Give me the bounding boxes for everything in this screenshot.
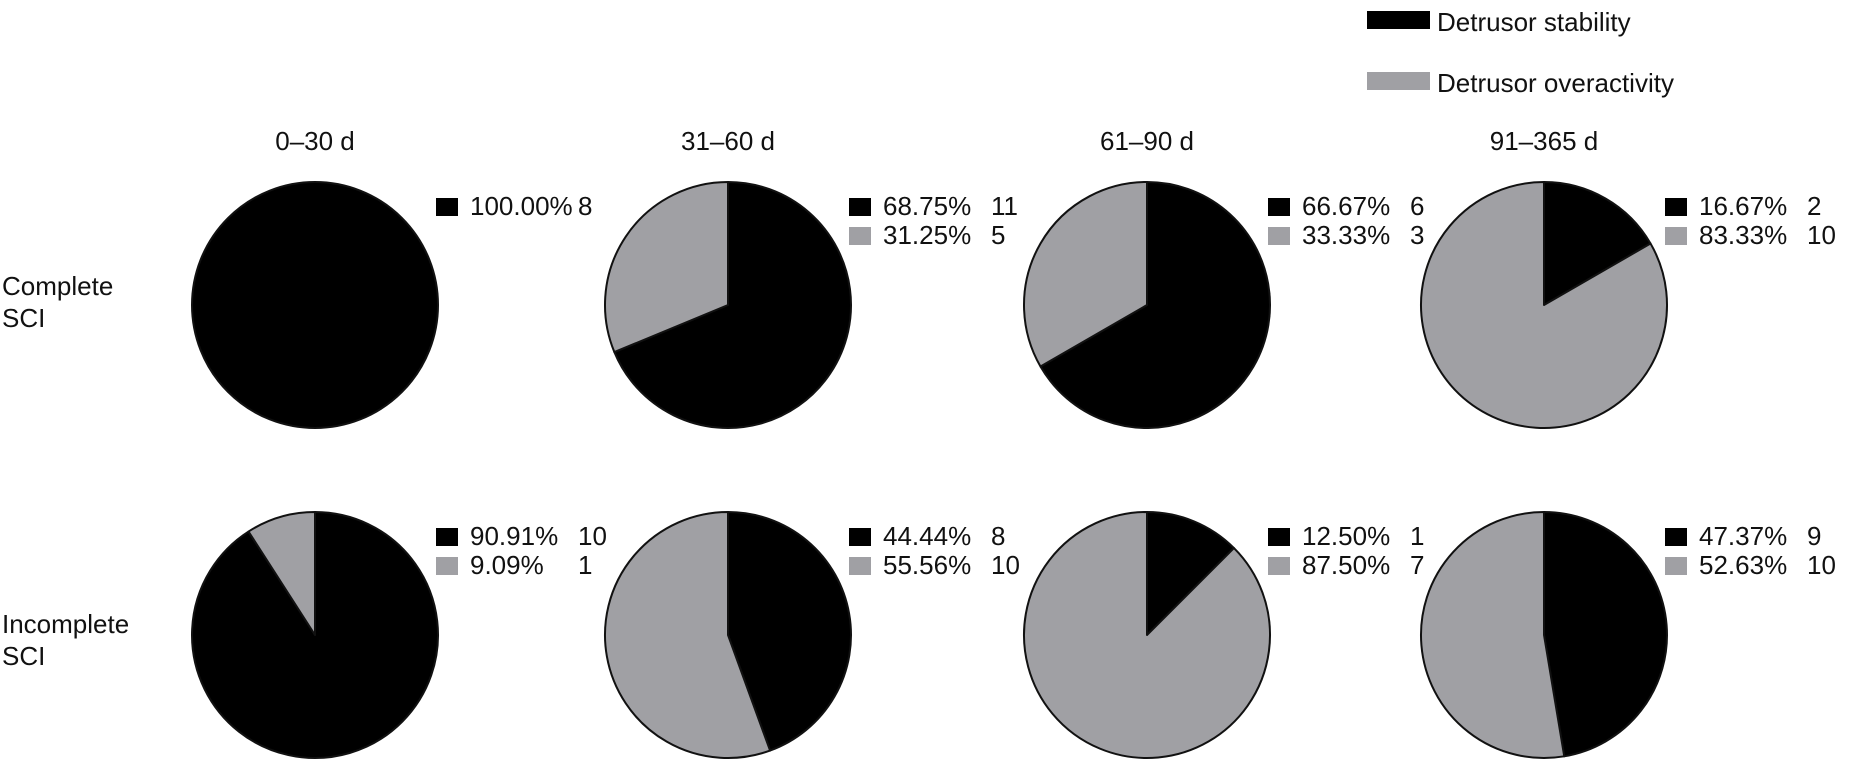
pie-percent-label-overactivity-r1-c1: 55.56%	[883, 550, 971, 580]
pie-legend-swatch-stability-r1-c0	[436, 528, 458, 546]
pie-slice-stability-r1-c1	[727, 511, 852, 752]
pie-panel-r0-c3: 16.67% 2 83.33% 10	[1419, 181, 1836, 429]
pie-legend-swatch-stability-r0-c2	[1268, 198, 1290, 216]
pie-legend-swatch-stability-r0-c0	[436, 198, 458, 216]
pie-panel-r1-c2: 12.50% 1 87.50% 7	[1022, 511, 1424, 759]
pie-legend-swatch-stability-r1-c3	[1665, 528, 1687, 546]
pie-legend-swatch-overactivity-r0-c1	[849, 227, 871, 245]
row-label-0-line-0: Complete	[2, 271, 113, 301]
row-label-1-line-0: Incomplete	[2, 609, 129, 639]
pie-percent-label-stability-r0-c3: 16.67%	[1699, 191, 1787, 221]
pie-slice-overactivity-r1-c3	[1420, 511, 1566, 759]
pie-slice-stability-r1-c2	[1146, 511, 1235, 636]
pie-count-label-stability-r0-c2: 6	[1410, 191, 1424, 221]
pie-legend-swatch-overactivity-r1-c3	[1665, 557, 1687, 575]
pie-legend-swatch-stability-r0-c3	[1665, 198, 1687, 216]
pie-count-label-overactivity-r1-c1: 10	[991, 550, 1020, 580]
pie-slice-stability-r0-c3	[1543, 181, 1652, 306]
pie-percent-label-overactivity-r1-c3: 52.63%	[1699, 550, 1787, 580]
column-header-1: 31–60 d	[681, 126, 775, 156]
pie-legend-swatch-stability-r1-c2	[1268, 528, 1290, 546]
pie-count-label-overactivity-r1-c3: 10	[1807, 550, 1836, 580]
pie-legend-swatch-overactivity-r0-c3	[1665, 227, 1687, 245]
pie-panel-r0-c1: 68.75% 11 31.25% 5	[604, 181, 1018, 429]
pie-percent-label-overactivity-r0-c1: 31.25%	[883, 220, 971, 250]
pie-slice-stability-r1-c3	[1543, 511, 1668, 758]
pie-percent-label-overactivity-r0-c2: 33.33%	[1302, 220, 1390, 250]
pie-slice-overactivity-r0-c2	[1023, 181, 1148, 368]
pie-count-label-stability-r1-c0: 10	[578, 521, 607, 551]
pie-count-label-overactivity-r1-c2: 7	[1410, 550, 1424, 580]
column-header-0: 0–30 d	[275, 126, 355, 156]
pie-count-label-overactivity-r1-c0: 1	[578, 550, 592, 580]
pie-legend-swatch-stability-r1-c1	[849, 528, 871, 546]
pie-count-label-overactivity-r0-c2: 3	[1410, 220, 1424, 250]
pie-legend-swatch-stability-r0-c1	[849, 198, 871, 216]
legend-swatch-stability	[1367, 11, 1430, 29]
pie-slice-overactivity-r0-c1	[604, 181, 729, 354]
legend-label-stability: Detrusor stability	[1437, 7, 1631, 37]
pie-legend-swatch-overactivity-r1-c2	[1268, 557, 1290, 575]
pie-count-label-stability-r1-c3: 9	[1807, 521, 1821, 551]
pie-count-label-overactivity-r0-c1: 5	[991, 220, 1005, 250]
pie-slice-stability-r0-c2	[1039, 181, 1272, 429]
pie-percent-label-stability-r1-c1: 44.44%	[883, 521, 971, 551]
pie-panel-r1-c3: 47.37% 9 52.63% 10	[1420, 511, 1836, 759]
column-header-2: 61–90 d	[1100, 126, 1194, 156]
pie-count-label-stability-r0-c0: 8	[578, 191, 592, 221]
pie-percent-label-stability-r0-c1: 68.75%	[883, 191, 971, 221]
pie-panel-r1-c1: 44.44% 8 55.56% 10	[604, 511, 1020, 759]
pie-slice-stability-r0-c1	[613, 181, 852, 429]
pie-percent-label-stability-r0-c2: 66.67%	[1302, 191, 1390, 221]
pie-count-label-stability-r0-c1: 11	[991, 191, 1018, 221]
pie-legend-swatch-overactivity-r0-c2	[1268, 227, 1290, 245]
pie-count-label-overactivity-r0-c3: 10	[1807, 220, 1836, 250]
pie-percent-label-overactivity-r1-c2: 87.50%	[1302, 550, 1390, 580]
pie-count-label-stability-r1-c1: 8	[991, 521, 1005, 551]
pie-panel-r1-c0: 90.91% 10 9.09% 1	[191, 511, 607, 759]
legend-swatch-overactivity	[1367, 72, 1430, 90]
pie-legend-swatch-overactivity-r1-c1	[849, 557, 871, 575]
pie-percent-label-overactivity-r1-c0: 9.09%	[470, 550, 544, 580]
row-label-1-line-1: SCI	[2, 641, 45, 671]
pie-percent-label-stability-r1-c3: 47.37%	[1699, 521, 1787, 551]
pie-percent-label-stability-r0-c0: 100.00%	[470, 191, 573, 221]
pie-percent-label-overactivity-r0-c3: 83.33%	[1699, 220, 1787, 250]
pie-slice-overactivity-r1-c1	[604, 511, 772, 759]
pie-percent-label-stability-r1-c0: 90.91%	[470, 521, 558, 551]
pie-slice-overactivity-r0-c3	[1419, 181, 1668, 429]
pie-slice-overactivity-r1-c0	[247, 511, 316, 636]
pie-slice-stability-r0-c0	[191, 181, 439, 429]
pie-count-label-stability-r1-c2: 1	[1410, 521, 1424, 551]
pie-count-label-stability-r0-c3: 2	[1807, 191, 1821, 221]
column-headers: 0–30 d 31–60 d 61–90 d 91–365 d	[275, 126, 1598, 156]
column-header-3: 91–365 d	[1490, 126, 1598, 156]
pie-percent-label-stability-r1-c2: 12.50%	[1302, 521, 1390, 551]
row-label-0-line-1: SCI	[2, 303, 45, 333]
pie-legend-swatch-overactivity-r1-c0	[436, 557, 458, 575]
pie-panel-r0-c2: 66.67% 6 33.33% 3	[1023, 181, 1424, 429]
pie-slice-overactivity-r1-c2	[1022, 511, 1271, 759]
chart-legend: Detrusor stability Detrusor overactivity	[1367, 7, 1674, 98]
legend-label-overactivity: Detrusor overactivity	[1437, 68, 1674, 98]
pie-panel-r0-c0: 100.00% 8	[191, 181, 592, 429]
